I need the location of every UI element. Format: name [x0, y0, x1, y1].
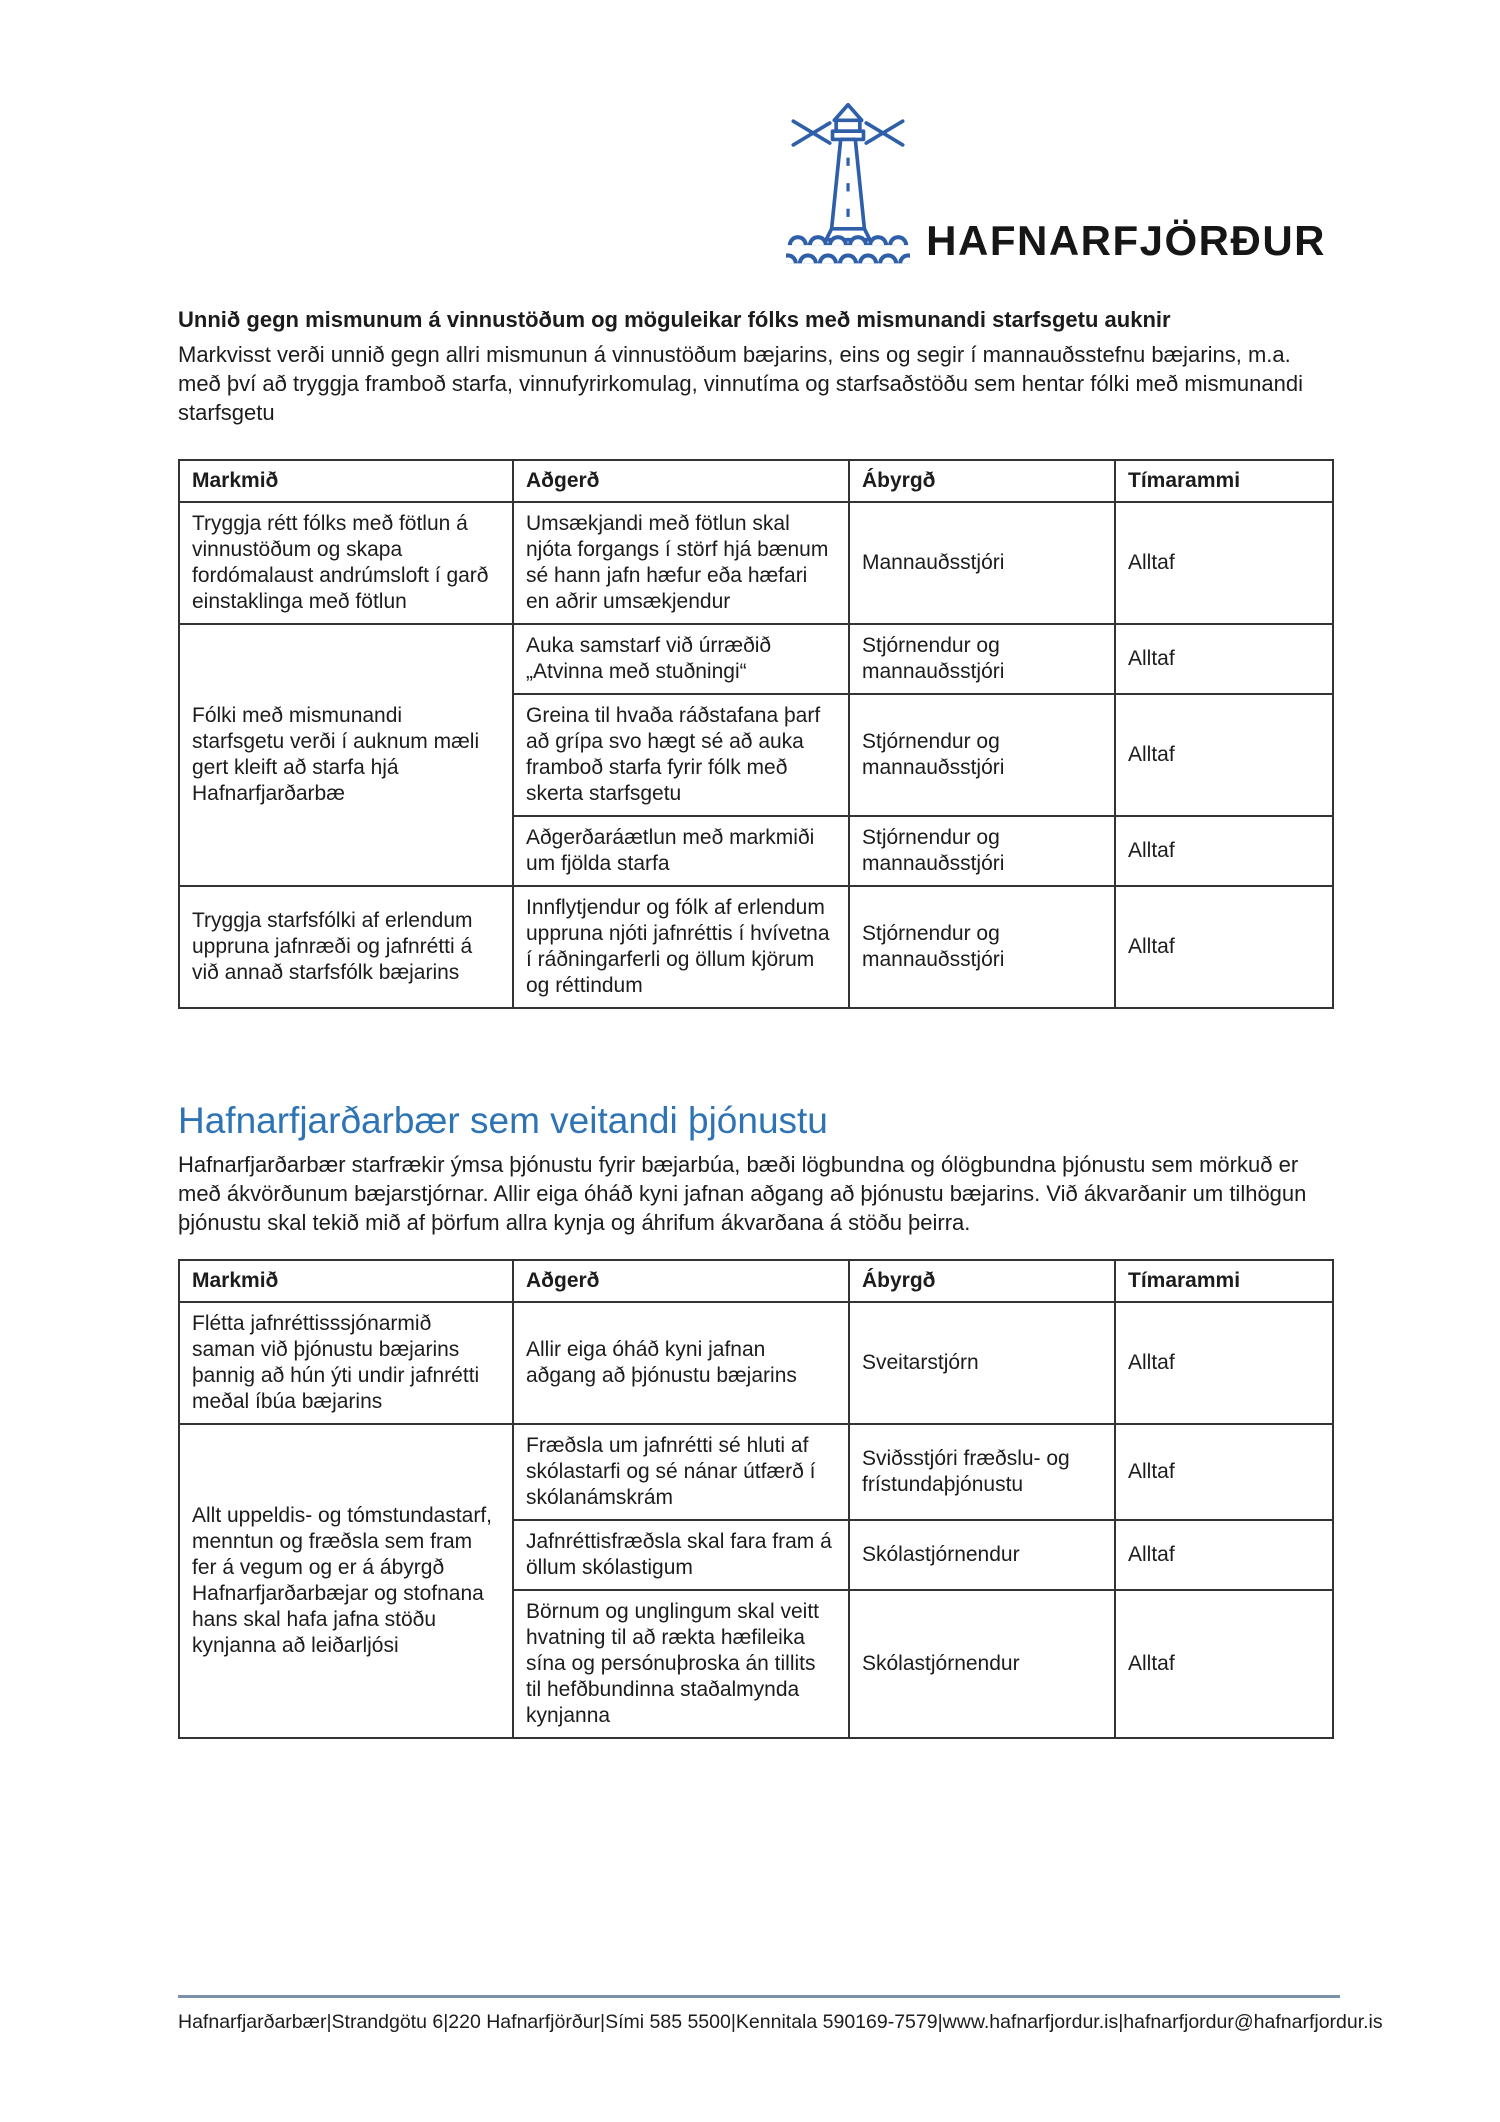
column-header-markmid: Markmið [178, 1259, 514, 1303]
table-header-row: Markmið Aðgerð Ábyrgð Tímarammi [178, 459, 1334, 503]
table-header-row: Markmið Aðgerð Ábyrgð Tímarammi [178, 1259, 1334, 1303]
org-wordmark: HAFNARFJÖRÐUR [926, 217, 1326, 264]
table-row: Jafnréttisfræðsla skal fara fram á öllum… [179, 1519, 1334, 1591]
timarammi-cell: Alltaf [1114, 815, 1334, 887]
timarammi-cell: Alltaf [1114, 693, 1334, 817]
workplaces-action-table: Markmið Aðgerð Ábyrgð Tímarammi Tryggja … [178, 459, 1334, 1009]
timarammi-cell: Alltaf [1114, 501, 1334, 625]
column-header-timarammi: Tímarammi [1114, 1259, 1334, 1303]
column-header-timarammi: Tímarammi [1114, 459, 1334, 503]
abyrgd-cell: Skólastjórnendur [848, 1519, 1116, 1591]
markmid-cell: Allt uppeldis- og tómstundastarf, menntu… [178, 1423, 514, 1739]
column-header-abyrgd: Ábyrgð [848, 1259, 1116, 1303]
abyrgd-cell: Stjórnendur og mannauðsstjóri [848, 693, 1116, 817]
markmid-cell: Tryggja starfsfólki af erlendum uppruna … [178, 885, 514, 1009]
timarammi-cell: Alltaf [1114, 623, 1334, 695]
lighthouse-with-waves-icon [786, 102, 911, 264]
adgerd-cell: Auka samstarf við úrræðið „Atvinna með s… [512, 623, 850, 695]
column-header-adgerd: Aðgerð [512, 1259, 850, 1303]
adgerd-cell: Jafnréttisfræðsla skal fara fram á öllum… [512, 1519, 850, 1591]
table-row: Fólki með mismunandi starfsgetu verði í … [178, 623, 1334, 887]
footer-divider: Hafnarfjarðarbær|Strandgötu 6|220 Hafnar… [178, 1995, 1383, 2034]
markmid-cell: Flétta jafnréttisssjónarmið saman við þj… [178, 1301, 514, 1425]
timarammi-cell: Alltaf [1114, 1519, 1334, 1591]
timarammi-cell: Alltaf [1114, 885, 1334, 1009]
workplaces-section-intro: Markvisst verði unnið gegn allri mismunu… [178, 342, 1303, 425]
services-action-table: Markmið Aðgerð Ábyrgð Tímarammi Flétta j… [178, 1259, 1334, 1739]
org-logo: HAFNARFJÖRÐUR [178, 0, 1332, 269]
markmid-cell: Fólki með mismunandi starfsgetu verði í … [178, 623, 514, 887]
services-section-heading: Hafnarfjarðarbær sem veitandi þjónustu [178, 1100, 828, 1141]
adgerd-cell: Aðgerðaráætlun með markmiði um fjölda st… [512, 815, 850, 887]
table-row: Flétta jafnréttisssjónarmið saman við þj… [178, 1301, 1334, 1425]
table-row: Tryggja rétt fólks með fötlun á vinnustö… [178, 501, 1334, 625]
table-row: Aðgerðaráætlun með markmiði um fjölda st… [179, 815, 1334, 887]
abyrgd-cell: Sveitarstjórn [848, 1301, 1116, 1425]
adgerd-cell: Fræðsla um jafnrétti sé hluti af skólast… [512, 1423, 850, 1521]
timarammi-cell: Alltaf [1114, 1589, 1334, 1739]
abyrgd-cell: Stjórnendur og mannauðsstjóri [848, 885, 1116, 1009]
column-header-abyrgd: Ábyrgð [848, 459, 1116, 503]
timarammi-cell: Alltaf [1114, 1423, 1334, 1521]
services-section-intro: Hafnarfjarðarbær starfrækir ýmsa þjónust… [178, 1152, 1307, 1235]
abyrgd-cell: Skólastjórnendur [848, 1589, 1116, 1739]
abyrgd-cell: Stjórnendur og mannauðsstjóri [848, 815, 1116, 887]
workplaces-section-heading: Unnið gegn mismunum á vinnustöðum og mög… [178, 307, 1171, 332]
abyrgd-cell: Sviðsstjóri fræðslu- og frístundaþjónust… [848, 1423, 1116, 1521]
column-header-adgerd: Aðgerð [512, 459, 850, 503]
table-row: Börnum og unglingum skal veitt hvatning … [179, 1589, 1334, 1739]
abyrgd-cell: Stjórnendur og mannauðsstjóri [848, 623, 1116, 695]
table-row: Tryggja starfsfólki af erlendum uppruna … [178, 885, 1334, 1009]
adgerd-cell: Börnum og unglingum skal veitt hvatning … [512, 1589, 850, 1739]
adgerd-cell: Allir eiga óháð kyni jafnan aðgang að þj… [512, 1301, 850, 1425]
table-row: Allt uppeldis- og tómstundastarf, menntu… [178, 1423, 1334, 1739]
markmid-cell: Tryggja rétt fólks með fötlun á vinnustö… [178, 501, 514, 625]
timarammi-cell: Alltaf [1114, 1301, 1334, 1425]
abyrgd-cell: Mannauðsstjóri [848, 501, 1116, 625]
footer-contact-line: Hafnarfjarðarbær|Strandgötu 6|220 Hafnar… [178, 2011, 1383, 2033]
table-row: Greina til hvaða ráðstafana þarf að gríp… [179, 693, 1334, 817]
adgerd-cell: Umsækjandi með fötlun skal njóta forgang… [512, 501, 850, 625]
adgerd-cell: Innflytjendur og fólk af erlendum upprun… [512, 885, 850, 1009]
adgerd-cell: Greina til hvaða ráðstafana þarf að gríp… [512, 693, 850, 817]
column-header-markmid: Markmið [178, 459, 514, 503]
